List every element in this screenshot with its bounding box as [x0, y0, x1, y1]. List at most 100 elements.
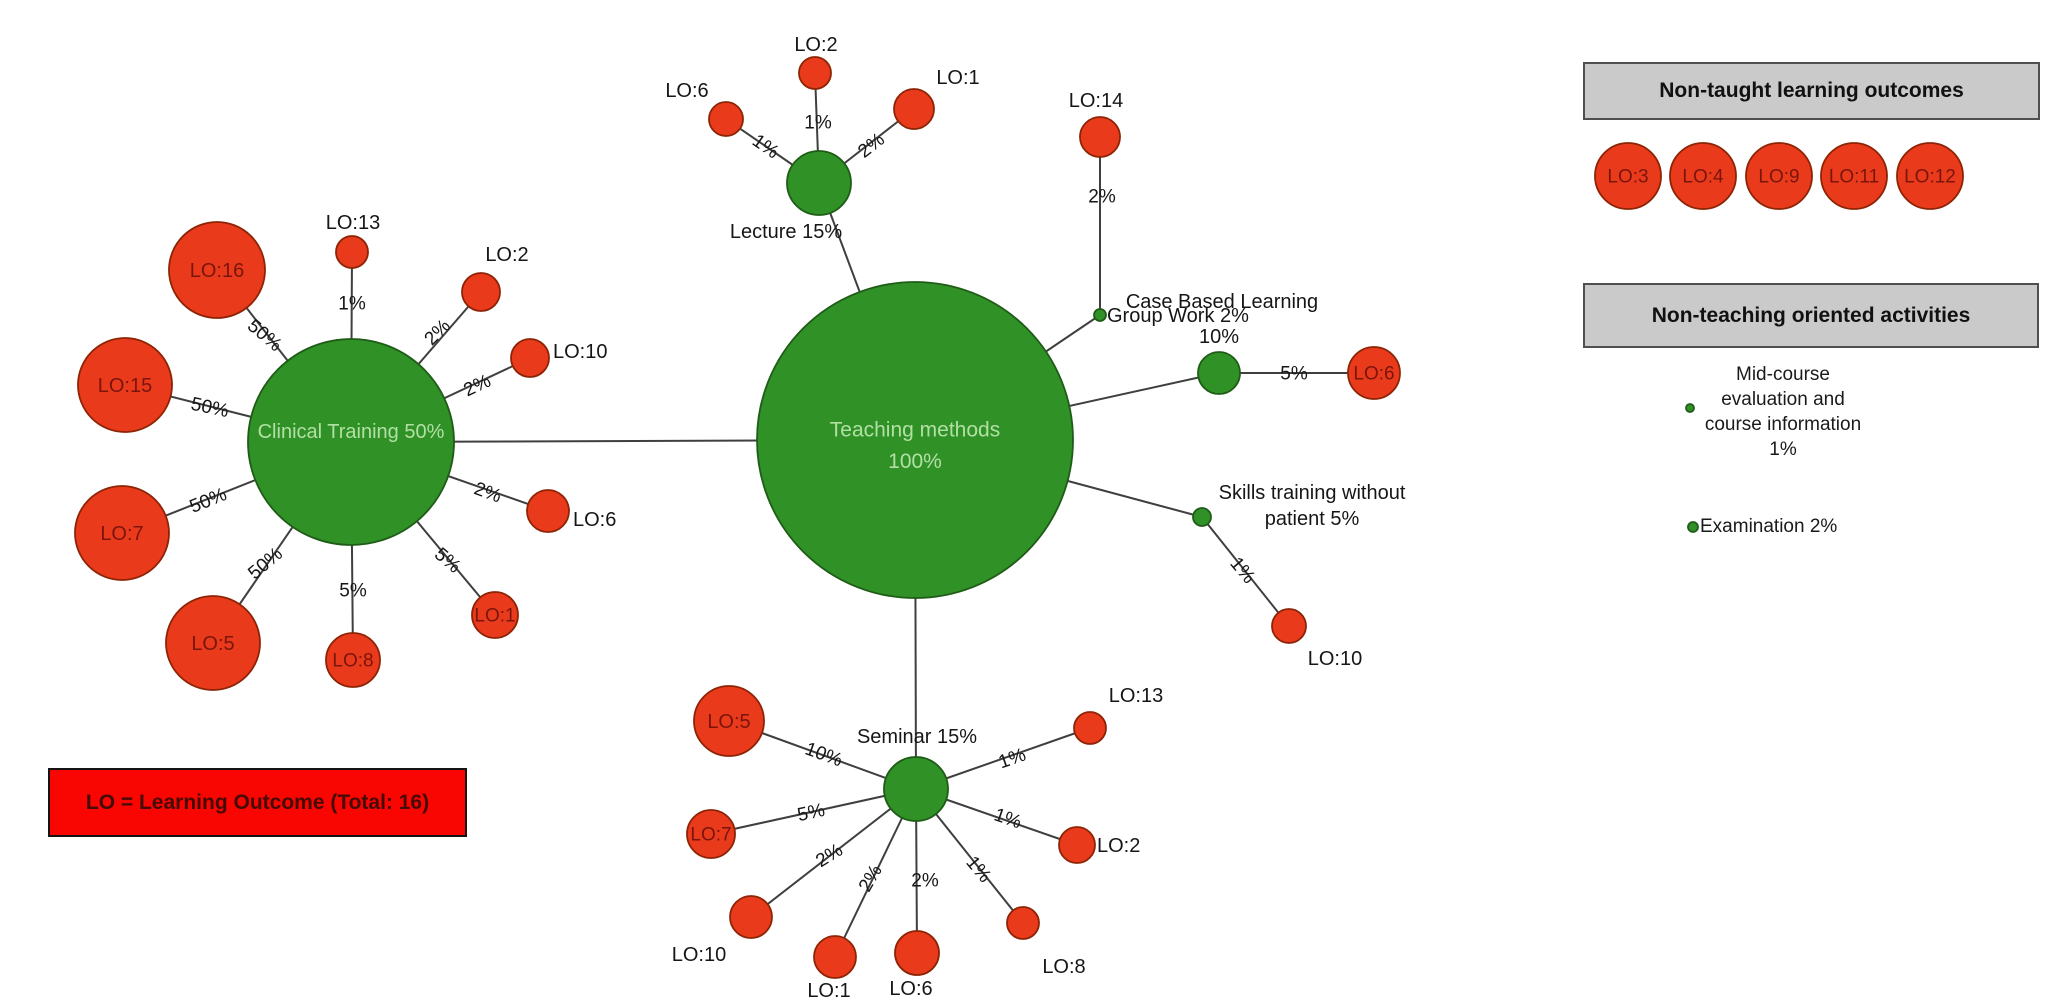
- node-name-label: LO:6: [665, 80, 708, 102]
- node-gw-dot: [1093, 308, 1107, 322]
- node-cbl-lo6-label: LO:6: [1353, 364, 1394, 385]
- node-p-lo9: [1745, 142, 1813, 210]
- midcourse-line-4: 1%: [1769, 439, 1797, 460]
- node-p-lo4: [1669, 142, 1737, 210]
- node-central-label: Teaching methods: [830, 419, 1000, 442]
- non-teaching-activities-header: Non-teaching oriented activities: [1583, 283, 2039, 348]
- edge-percent-label: 5%: [796, 800, 827, 826]
- node-s-lo5: [693, 685, 765, 757]
- node-s-lo7-label: LO:7: [690, 825, 731, 846]
- node-name-label: LO:13: [326, 212, 380, 234]
- node-c-lo1: [471, 591, 519, 639]
- node-p-lo11: [1820, 142, 1888, 210]
- edge-skills-dot-sk-lo10: [1201, 516, 1290, 627]
- node-c-lo2: [461, 272, 501, 312]
- edge-percent-label: 50%: [187, 484, 230, 518]
- edge-percent-label: 2%: [855, 861, 887, 895]
- node-l-lo2: [798, 56, 832, 90]
- node-c-lo6: [526, 489, 570, 533]
- node-cbl: [1197, 351, 1241, 395]
- node-name-label: LO:2: [1097, 835, 1140, 857]
- edge-percent-label: 1%: [991, 805, 1024, 834]
- node-p-lo9-label: LO:9: [1758, 167, 1799, 188]
- edge-percent-label: 2%: [471, 478, 504, 507]
- node-name-label: LO:2: [485, 244, 528, 266]
- edge-percent-label: 50%: [244, 543, 287, 584]
- node-name-label: Seminar 15%: [857, 726, 977, 748]
- node-p-lo3-label: LO:3: [1607, 167, 1648, 188]
- node-name-label: LO:10: [672, 944, 726, 966]
- midcourse-line-3: course information: [1704, 414, 1862, 435]
- non-taught-outcomes-title: Non-taught learning outcomes: [1659, 79, 1964, 102]
- node-c-lo7-label: LO:7: [100, 523, 143, 545]
- edge-percent-label: 50%: [189, 394, 231, 422]
- node-name-label: LO:1: [807, 980, 850, 1001]
- edge-percent-label: 1%: [748, 130, 783, 163]
- node-sk-lo10: [1271, 608, 1307, 644]
- edge-percent-label: 1%: [338, 294, 366, 315]
- node-name-label: LO:6: [573, 509, 616, 531]
- edge-percent-label: 1%: [996, 745, 1029, 774]
- edge-percent-label: 2%: [461, 371, 495, 402]
- midcourse-line-1: Mid-course: [1736, 364, 1830, 385]
- node-c-lo16-label: LO:16: [190, 260, 244, 282]
- node-p-lo12-label: LO:12: [1904, 167, 1956, 188]
- node-seminar: [883, 756, 949, 822]
- non-taught-outcomes-header: Non-taught learning outcomes: [1583, 62, 2040, 120]
- edge-percent-label: 2%: [812, 840, 847, 872]
- node-c-lo16: [168, 221, 266, 319]
- node-c-lo1-label: LO:1: [474, 606, 515, 627]
- node-s-lo13: [1073, 711, 1107, 745]
- midcourse-evaluation-label: Mid-course evaluation and course informa…: [1677, 362, 1889, 462]
- node-name-label: Case Based Learning: [1126, 291, 1318, 313]
- node-name-label: LO:10: [1308, 648, 1362, 670]
- node-p-lo3: [1594, 142, 1662, 210]
- edge-percent-label: 2%: [1088, 187, 1116, 208]
- node-c-lo15: [77, 337, 173, 433]
- non-teaching-activities-title: Non-teaching oriented activities: [1651, 303, 1971, 327]
- node-l-lo6: [708, 101, 744, 137]
- node-c-lo5: [165, 595, 261, 691]
- edge-percent-label: 1%: [804, 113, 832, 134]
- node-s-lo10: [729, 895, 773, 939]
- edge-percent-label: 2%: [421, 316, 455, 350]
- node-name-label: Group Work 2%: [1107, 305, 1249, 327]
- edge-percent-label: 5%: [1280, 364, 1308, 385]
- legend-label: LO = Learning Outcome (Total: 16): [85, 790, 430, 814]
- node-c-lo8: [325, 632, 381, 688]
- node-s-lo2: [1058, 826, 1096, 864]
- edge-percent-label: 5%: [339, 581, 367, 602]
- node-name-label: Skills training without: [1219, 482, 1406, 504]
- node-c-lo8-label: LO:8: [332, 651, 373, 672]
- node-p-lo12: [1896, 142, 1964, 210]
- node-skills-dot: [1192, 507, 1212, 527]
- node-s-lo5-label: LO:5: [707, 711, 750, 733]
- examination-label: Examination 2%: [1700, 516, 1838, 537]
- node-clinical: [247, 338, 455, 546]
- node-l-lo1: [893, 88, 935, 130]
- node-s-lo1: [813, 935, 857, 979]
- node-midcourse-dot: [1685, 403, 1695, 413]
- node-c-lo5-label: LO:5: [191, 633, 234, 655]
- node-name-label: LO:10: [553, 341, 607, 363]
- node-name-label: LO:13: [1109, 685, 1163, 707]
- node-name-label: LO:1: [936, 67, 979, 89]
- node-lo14: [1079, 116, 1121, 158]
- node-name-label: LO:2: [794, 34, 837, 56]
- legend-box: LO = Learning Outcome (Total: 16): [48, 768, 467, 837]
- node-s-lo8: [1006, 906, 1040, 940]
- node-exam-dot: [1687, 521, 1699, 533]
- node-c-lo13: [335, 235, 369, 269]
- node-p-lo4-label: LO:4: [1682, 167, 1724, 188]
- node-clinical-label: Clinical Training 50%: [258, 421, 445, 443]
- node-c-lo15-label: LO:15: [98, 375, 152, 397]
- node-central: [756, 281, 1074, 599]
- node-s-lo6: [894, 930, 940, 976]
- edge-percent-label: 10%: [802, 739, 845, 772]
- node-name-label: Lecture 15%: [730, 221, 843, 243]
- edge-percent-label: 2%: [854, 129, 889, 163]
- edge-seminar-s-lo10: [750, 788, 917, 918]
- edge-seminar-s-lo7: [710, 788, 917, 835]
